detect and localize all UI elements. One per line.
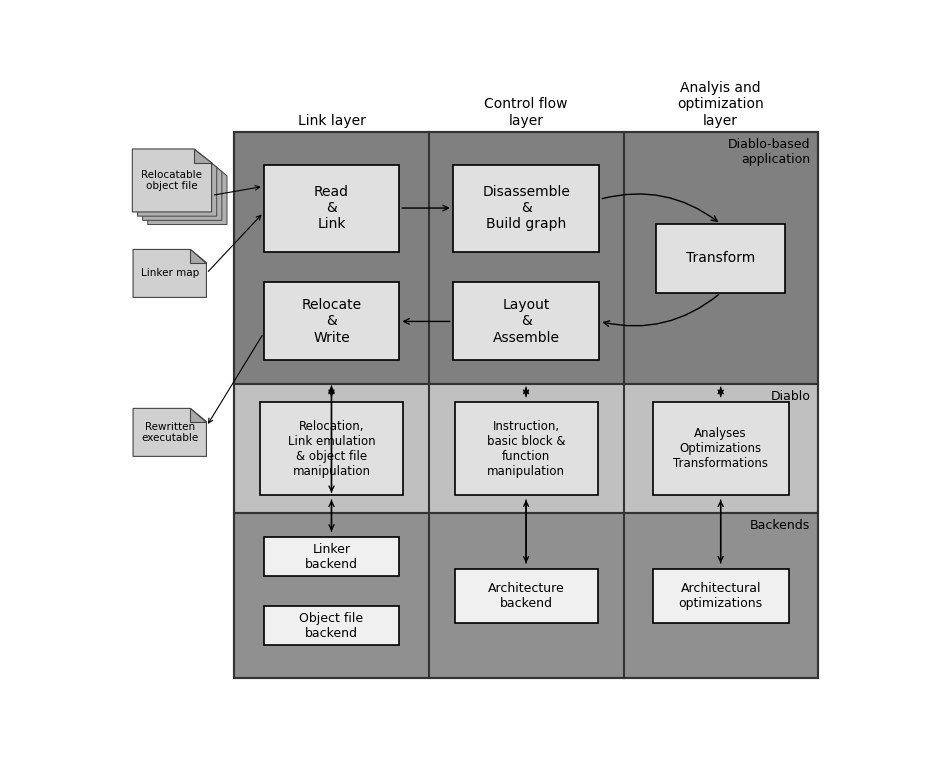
Bar xyxy=(453,283,599,361)
Polygon shape xyxy=(190,408,206,421)
Text: Linker map: Linker map xyxy=(140,269,199,278)
Text: Relocate
&
Write: Relocate & Write xyxy=(301,298,362,344)
Text: Diablo: Diablo xyxy=(771,390,811,404)
Bar xyxy=(455,403,598,495)
Text: Analyses
Optimizations
Transformations: Analyses Optimizations Transformations xyxy=(673,428,768,471)
Text: Object file
backend: Object file backend xyxy=(299,612,364,640)
Text: Architecture
backend: Architecture backend xyxy=(488,582,564,610)
Bar xyxy=(234,384,818,513)
Text: Relocation,
Link emulation
& object file
manipulation: Relocation, Link emulation & object file… xyxy=(288,420,375,478)
Polygon shape xyxy=(137,153,217,216)
Bar xyxy=(234,132,818,384)
Text: Rewritten
executable: Rewritten executable xyxy=(141,421,198,443)
Text: Backends: Backends xyxy=(750,520,811,532)
Polygon shape xyxy=(194,149,211,164)
Bar xyxy=(656,224,785,293)
Bar xyxy=(263,164,400,252)
Bar xyxy=(263,537,400,576)
Bar xyxy=(453,164,599,252)
Bar xyxy=(263,283,400,361)
Text: Layout
&
Assemble: Layout & Assemble xyxy=(492,298,560,344)
Bar xyxy=(234,513,818,679)
Polygon shape xyxy=(133,149,211,212)
Text: Disassemble
&
Build graph: Disassemble & Build graph xyxy=(482,185,570,231)
Text: Relocatable
object file: Relocatable object file xyxy=(141,170,203,192)
Text: Control flow
layer: Control flow layer xyxy=(484,97,568,128)
Text: Transform: Transform xyxy=(686,252,756,266)
Text: Linker
backend: Linker backend xyxy=(305,542,358,570)
Polygon shape xyxy=(143,157,222,220)
Bar xyxy=(652,403,789,495)
Bar xyxy=(259,403,403,495)
Text: Link layer: Link layer xyxy=(297,114,366,128)
Polygon shape xyxy=(148,161,227,224)
Polygon shape xyxy=(190,249,206,263)
Bar xyxy=(652,569,789,623)
Text: Diablo-based
application: Diablo-based application xyxy=(728,139,811,167)
Bar xyxy=(234,132,818,679)
Text: Analyis and
optimization
layer: Analyis and optimization layer xyxy=(677,81,764,128)
Text: Architectural
optimizations: Architectural optimizations xyxy=(679,582,762,610)
Bar xyxy=(455,569,598,623)
Polygon shape xyxy=(133,408,206,456)
Text: Instruction,
basic block &
function
manipulation: Instruction, basic block & function mani… xyxy=(487,420,565,478)
Text: Read
&
Link: Read & Link xyxy=(314,185,349,231)
Bar xyxy=(263,606,400,645)
Polygon shape xyxy=(133,249,206,298)
